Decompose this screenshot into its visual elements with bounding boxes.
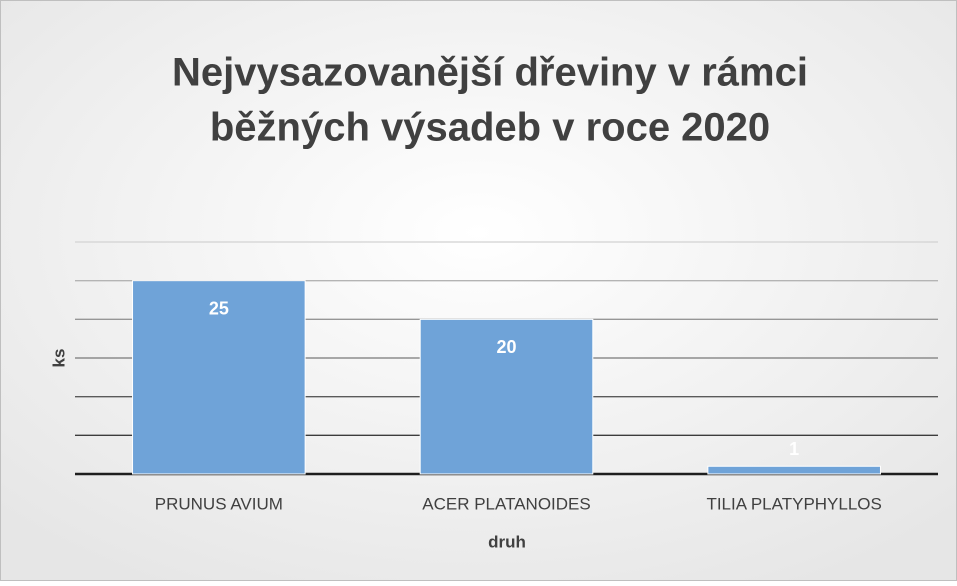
y-axis-label: ks [49,349,68,368]
x-tick-label: PRUNUS AVIUM [155,494,283,513]
data-label: 25 [209,298,229,318]
bar [419,318,594,475]
data-label: 20 [496,337,516,357]
bar [132,280,306,475]
data-label: 1 [789,439,799,459]
chart-title: Nejvysazovanější dřeviny v rámci [172,51,808,95]
x-tick-label: TILIA PLATYPHYLLOS [706,494,881,513]
chart-title: běžných výsadeb v roce 2020 [210,106,770,150]
x-tick-label: ACER PLATANOIDES [422,494,590,513]
bar [707,465,881,475]
x-axis-label: druh [488,532,526,551]
